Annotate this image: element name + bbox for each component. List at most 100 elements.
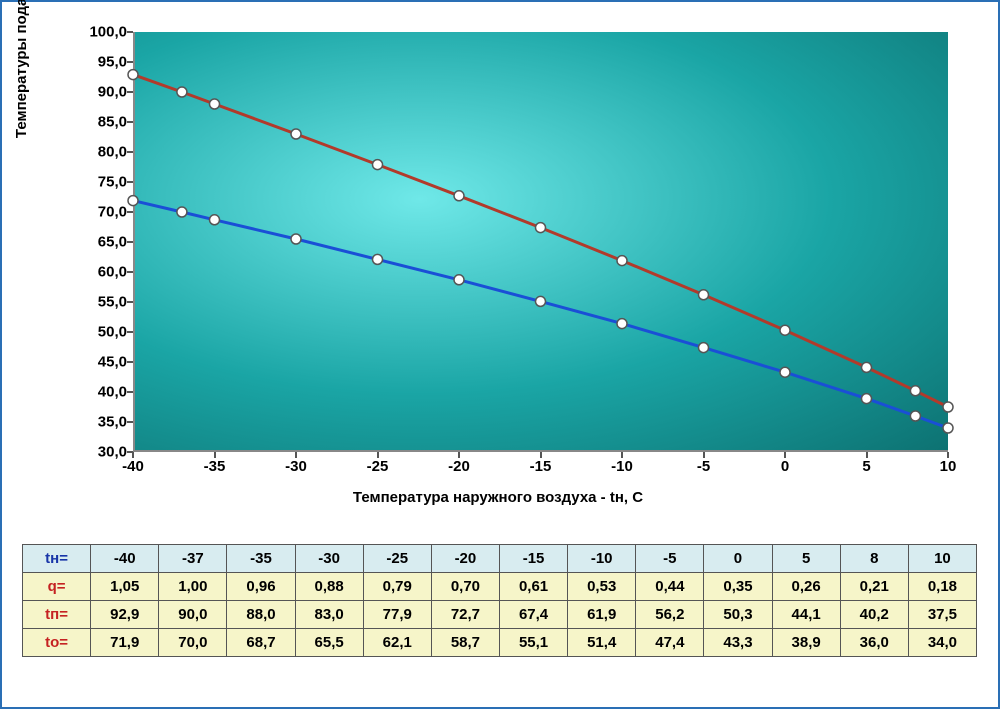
chart-area: Температуры подачи и обратки - tп и to, … [18, 14, 978, 524]
data-marker [177, 207, 187, 217]
outer-frame: Температуры подачи и обратки - tп и to, … [0, 0, 1000, 709]
x-tick-label: -15 [530, 458, 552, 475]
y-tick-mark [127, 91, 133, 93]
x-tick-mark [947, 452, 949, 458]
table-cell: 43,3 [704, 629, 772, 657]
y-tick-mark [127, 361, 133, 363]
data-marker [699, 290, 709, 300]
x-tick-label: 0 [781, 458, 789, 475]
table-cell: 92,9 [91, 601, 159, 629]
y-tick-label: 90,0 [98, 84, 127, 101]
table-cell: 37,5 [908, 601, 976, 629]
y-tick-label: 40,0 [98, 384, 127, 401]
x-tick-mark [458, 452, 460, 458]
data-marker [177, 87, 187, 97]
y-tick-mark [127, 391, 133, 393]
data-marker [291, 234, 301, 244]
table-cell: 88,0 [227, 601, 295, 629]
table-cell: 40,2 [840, 601, 908, 629]
table-cell: 1,00 [159, 573, 227, 601]
data-marker [910, 386, 920, 396]
table-cell: 0,44 [636, 573, 704, 601]
data-marker [454, 191, 464, 201]
x-tick-label: -25 [367, 458, 389, 475]
x-tick-mark [132, 452, 134, 458]
data-marker [862, 394, 872, 404]
y-tick-label: 100,0 [89, 24, 127, 41]
table-cell: 0,96 [227, 573, 295, 601]
table-cell: 58,7 [431, 629, 499, 657]
table-row: tн=-40-37-35-30-25-20-15-10-505810 [23, 545, 977, 573]
data-marker [373, 160, 383, 170]
table-cell: 68,7 [227, 629, 295, 657]
table-cell: 0,61 [499, 573, 567, 601]
table-cell: 8 [840, 545, 908, 573]
table-cell: 55,1 [499, 629, 567, 657]
table-cell: 0,26 [772, 573, 840, 601]
y-tick-label: 95,0 [98, 54, 127, 71]
x-tick-mark [377, 452, 379, 458]
table-cell: 0,70 [431, 573, 499, 601]
y-tick-mark [127, 241, 133, 243]
x-tick-mark [866, 452, 868, 458]
table-cell: 0,88 [295, 573, 363, 601]
data-marker [536, 223, 546, 233]
y-tick-label: 55,0 [98, 294, 127, 311]
y-tick-label: 75,0 [98, 174, 127, 191]
table-cell: 90,0 [159, 601, 227, 629]
data-marker [454, 275, 464, 285]
table-cell: 36,0 [840, 629, 908, 657]
table-cell: 72,7 [431, 601, 499, 629]
table-cell: -40 [91, 545, 159, 573]
data-marker [536, 296, 546, 306]
x-tick-mark [621, 452, 623, 458]
y-tick-label: 85,0 [98, 114, 127, 131]
x-axis-label: Температура наружного воздуха - tн, C [353, 489, 643, 506]
table-cell: 0,53 [568, 573, 636, 601]
table-cell: 77,9 [363, 601, 431, 629]
data-marker [128, 196, 138, 206]
table-cell: -35 [227, 545, 295, 573]
y-tick-mark [127, 121, 133, 123]
table-cell: 62,1 [363, 629, 431, 657]
table-cell: 0,18 [908, 573, 976, 601]
x-tick-label: 10 [940, 458, 957, 475]
x-tick-label: -35 [204, 458, 226, 475]
row-header: to= [23, 629, 91, 657]
y-tick-label: 45,0 [98, 354, 127, 371]
data-marker [617, 256, 627, 266]
table-cell: 0,79 [363, 573, 431, 601]
data-marker [699, 343, 709, 353]
table-cell: 0 [704, 545, 772, 573]
y-tick-mark [127, 181, 133, 183]
y-tick-label: 70,0 [98, 204, 127, 221]
data-marker [291, 129, 301, 139]
data-marker [943, 423, 953, 433]
y-tick-mark [127, 31, 133, 33]
x-tick-label: -30 [285, 458, 307, 475]
x-tick-label: -10 [611, 458, 633, 475]
table-cell: -25 [363, 545, 431, 573]
x-tick-label: 5 [862, 458, 870, 475]
data-marker [617, 319, 627, 329]
x-tick-mark [214, 452, 216, 458]
y-tick-mark [127, 421, 133, 423]
data-marker [128, 70, 138, 80]
table-cell: 56,2 [636, 601, 704, 629]
table-cell: -15 [499, 545, 567, 573]
x-tick-mark [540, 452, 542, 458]
table-row: tп=92,990,088,083,077,972,767,461,956,25… [23, 601, 977, 629]
table-cell: -10 [568, 545, 636, 573]
series-line [133, 75, 948, 407]
table-cell: 61,9 [568, 601, 636, 629]
y-axis-label: Температуры подачи и обратки - tп и to, … [13, 0, 30, 138]
table-cell: 71,9 [91, 629, 159, 657]
table-cell: 5 [772, 545, 840, 573]
table-cell: -37 [159, 545, 227, 573]
data-marker [862, 362, 872, 372]
y-tick-label: 50,0 [98, 324, 127, 341]
data-table: tн=-40-37-35-30-25-20-15-10-505810q=1,05… [22, 544, 977, 657]
table-cell: 67,4 [499, 601, 567, 629]
data-marker [373, 254, 383, 264]
table-row: q=1,051,000,960,880,790,700,610,530,440,… [23, 573, 977, 601]
